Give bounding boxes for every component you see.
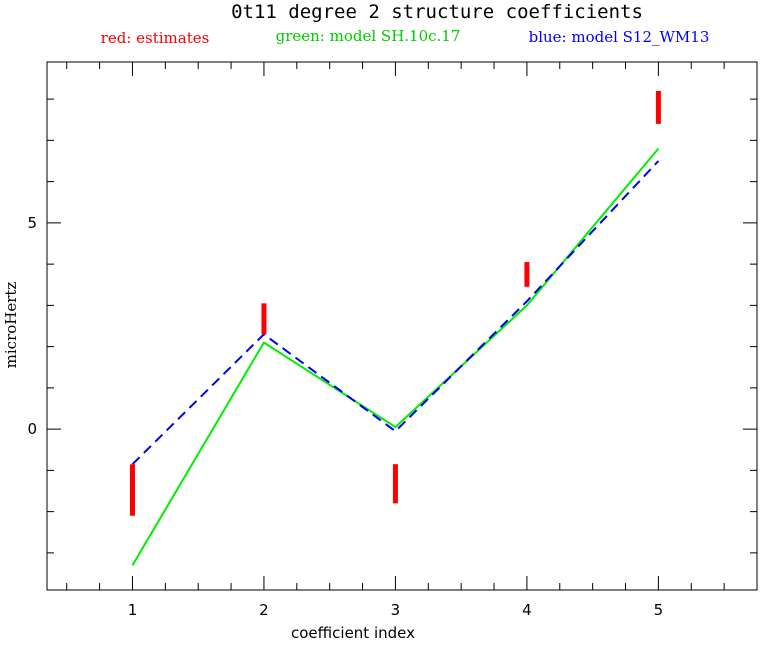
x-tick-label: 5	[654, 601, 664, 619]
y-tick-label: 5	[27, 214, 37, 232]
plot-layer: 1 2 3 4 5 0 5	[27, 62, 757, 619]
x-tick-label: 1	[128, 601, 138, 619]
legend-estimates: red: estimates	[101, 29, 210, 47]
plot-frame	[47, 62, 757, 590]
series-line-s12wm13	[133, 161, 659, 464]
x-axis-label: coefficient index	[291, 624, 415, 641]
y-tick-label: 0	[27, 420, 37, 438]
legend-model-s12wm13: blue: model S12_WM13	[529, 28, 710, 46]
x-tick-label: 3	[391, 601, 401, 619]
x-tick-label: 2	[259, 601, 269, 619]
legend-model-sh10c17: green: model SH.10c.17	[276, 27, 461, 45]
x-tick-label: 4	[522, 601, 532, 619]
chart-title: 0t11 degree 2 structure coefficients	[231, 1, 643, 23]
y-axis-label: microHertz	[2, 282, 20, 369]
